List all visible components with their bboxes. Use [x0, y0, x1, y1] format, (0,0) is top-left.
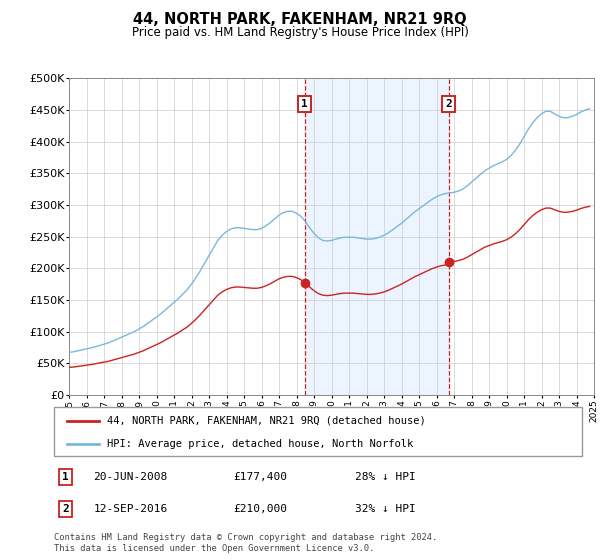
Text: Contains HM Land Registry data © Crown copyright and database right 2024.
This d: Contains HM Land Registry data © Crown c… — [54, 533, 437, 553]
Text: 2: 2 — [62, 504, 69, 514]
Text: 20-JUN-2008: 20-JUN-2008 — [94, 472, 168, 482]
FancyBboxPatch shape — [54, 407, 582, 456]
Text: 1: 1 — [301, 99, 308, 109]
Text: £177,400: £177,400 — [233, 472, 287, 482]
Text: 44, NORTH PARK, FAKENHAM, NR21 9RQ: 44, NORTH PARK, FAKENHAM, NR21 9RQ — [133, 12, 467, 27]
Text: 28% ↓ HPI: 28% ↓ HPI — [355, 472, 416, 482]
Text: HPI: Average price, detached house, North Norfolk: HPI: Average price, detached house, Nort… — [107, 439, 413, 449]
Text: 12-SEP-2016: 12-SEP-2016 — [94, 504, 168, 514]
Text: 32% ↓ HPI: 32% ↓ HPI — [355, 504, 416, 514]
Text: 1: 1 — [62, 472, 69, 482]
Text: £210,000: £210,000 — [233, 504, 287, 514]
Text: 44, NORTH PARK, FAKENHAM, NR21 9RQ (detached house): 44, NORTH PARK, FAKENHAM, NR21 9RQ (deta… — [107, 416, 425, 426]
Text: 2: 2 — [446, 99, 452, 109]
Text: Price paid vs. HM Land Registry's House Price Index (HPI): Price paid vs. HM Land Registry's House … — [131, 26, 469, 39]
Bar — [305, 78, 449, 395]
